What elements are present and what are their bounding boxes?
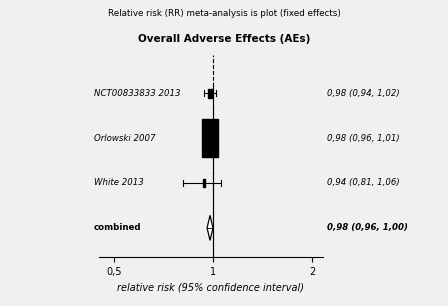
- Bar: [202, 119, 218, 157]
- Text: 0,98 (0,96, 1,01): 0,98 (0,96, 1,01): [327, 134, 400, 143]
- Text: Relative risk (RR) meta-analysis is plot (fixed effects): Relative risk (RR) meta-analysis is plot…: [108, 9, 340, 18]
- Text: 0,98 (0,96, 1,00): 0,98 (0,96, 1,00): [327, 223, 408, 232]
- Text: Orlowski 2007: Orlowski 2007: [94, 134, 155, 143]
- X-axis label: relative risk (95% confidence interval): relative risk (95% confidence interval): [117, 282, 304, 292]
- Text: combined: combined: [94, 223, 142, 232]
- Bar: [203, 179, 205, 187]
- Bar: [208, 89, 212, 98]
- Text: NCT00833833 2013: NCT00833833 2013: [94, 89, 181, 98]
- Text: 0,98 (0,94, 1,02): 0,98 (0,94, 1,02): [327, 89, 400, 98]
- Text: 0,94 (0,81, 1,06): 0,94 (0,81, 1,06): [327, 178, 400, 188]
- Text: White 2013: White 2013: [94, 178, 144, 188]
- Polygon shape: [207, 215, 213, 241]
- Text: Overall Adverse Effects (AEs): Overall Adverse Effects (AEs): [138, 34, 310, 44]
